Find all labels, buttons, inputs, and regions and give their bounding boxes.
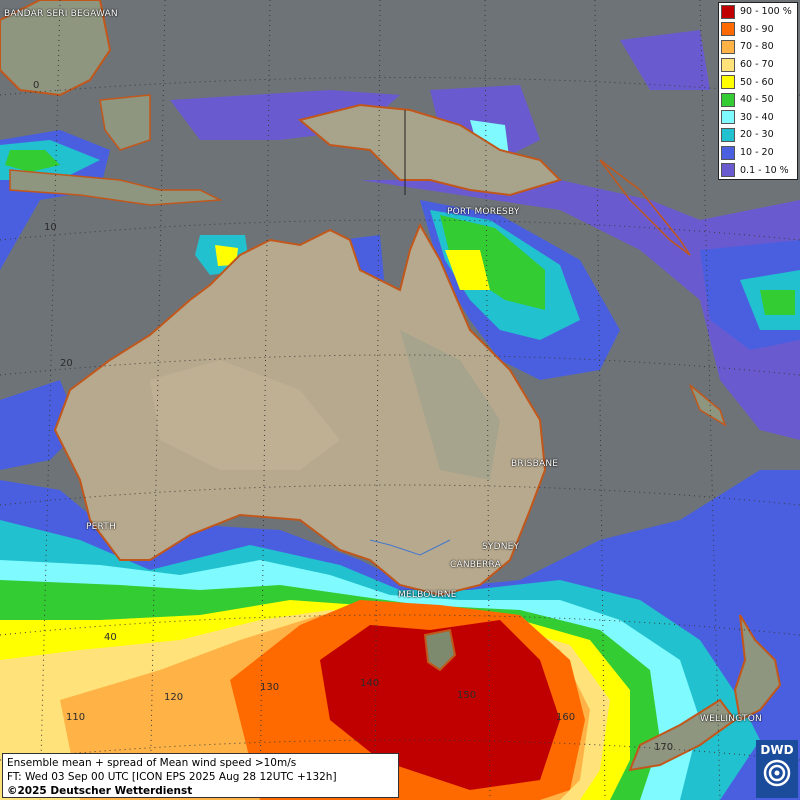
legend-swatch [721, 57, 735, 72]
legend-item: 70 - 80 [719, 38, 797, 56]
probability-shading-south [0, 470, 800, 800]
new-zealand-north [733, 614, 782, 722]
city-label-wellington: WELLINGTON [700, 714, 762, 724]
dwd-logo: DWD [756, 740, 798, 798]
city-label-port-moresby: PORT MORESBY [447, 207, 520, 217]
legend-item: 90 - 100 % [719, 3, 797, 21]
legend-swatch [721, 92, 735, 107]
copyright: ©2025 Deutscher Wetterdienst [7, 785, 193, 797]
city-label-melbourne: MELBOURNE [398, 590, 457, 600]
legend-swatch [721, 163, 735, 178]
legend-swatch [721, 110, 735, 125]
legend: 90 - 100 % 80 - 90 70 - 80 60 - 70 50 - 60 40… [718, 2, 798, 180]
lon-label-170: 170 [654, 742, 674, 753]
legend-swatch [721, 4, 735, 19]
legend-swatch [721, 145, 735, 160]
lat-label-10: 10 [44, 222, 57, 233]
legend-item: 0.1 - 10 % [719, 161, 797, 179]
legend-item: 50 - 60 [719, 73, 797, 91]
legend-swatch [721, 22, 735, 37]
legend-item: 80 - 90 [719, 21, 797, 39]
city-label-canberra: CANBERRA [450, 560, 501, 570]
legend-label: 50 - 60 [740, 76, 774, 88]
legend-item: 20 - 30 [719, 126, 797, 144]
lat-label-40: 40 [104, 632, 117, 643]
forecast-time: FT: Wed 03 Sep 00 UTC [ICON EPS 2025 Aug… [7, 771, 337, 783]
legend-label: 80 - 90 [740, 23, 774, 35]
city-label-brisbane: BRISBANE [511, 459, 559, 469]
lon-label-120: 120 [164, 692, 184, 703]
legend-label: 10 - 20 [740, 147, 774, 159]
legend-label: 70 - 80 [740, 41, 774, 53]
legend-item: 40 - 50 [719, 91, 797, 109]
lat-label-0: 0 [33, 80, 40, 91]
probability-shading-north [0, 30, 800, 470]
lon-label-110: 110 [66, 712, 86, 723]
lon-label-140: 140 [360, 678, 380, 689]
legend-label: 30 - 40 [740, 111, 774, 123]
lon-label-150: 150 [457, 690, 477, 701]
legend-item: 60 - 70 [719, 56, 797, 74]
dwd-logo-text: DWD [760, 743, 794, 757]
tasmania [423, 628, 457, 672]
legend-label: 0.1 - 10 % [740, 164, 789, 176]
legend-label: 40 - 50 [740, 94, 774, 106]
legend-swatch [721, 127, 735, 142]
legend-label: 90 - 100 % [740, 6, 792, 18]
borneo [0, 0, 112, 97]
legend-label: 20 - 30 [740, 129, 774, 141]
legend-item: 30 - 40 [719, 109, 797, 127]
new-guinea [297, 103, 562, 197]
product-title: Ensemble mean + spread of Mean wind spee… [7, 757, 297, 769]
info-box: Ensemble mean + spread of Mean wind spee… [2, 753, 399, 798]
lon-label-160: 160 [556, 712, 576, 723]
lon-label-130: 130 [260, 682, 280, 693]
legend-swatch [721, 75, 735, 90]
city-label-sydney: SYDNEY [482, 542, 520, 552]
lat-label-20: 20 [60, 358, 73, 369]
legend-label: 60 - 70 [740, 59, 774, 71]
city-label-bandar-seri-begawan: BANDAR SERI BEGAWAN [4, 9, 118, 19]
new-zealand-south [628, 698, 737, 772]
legend-swatch [721, 39, 735, 54]
legend-item: 10 - 20 [719, 144, 797, 162]
swirl-icon [763, 759, 791, 787]
city-label-perth: PERTH [86, 522, 116, 532]
